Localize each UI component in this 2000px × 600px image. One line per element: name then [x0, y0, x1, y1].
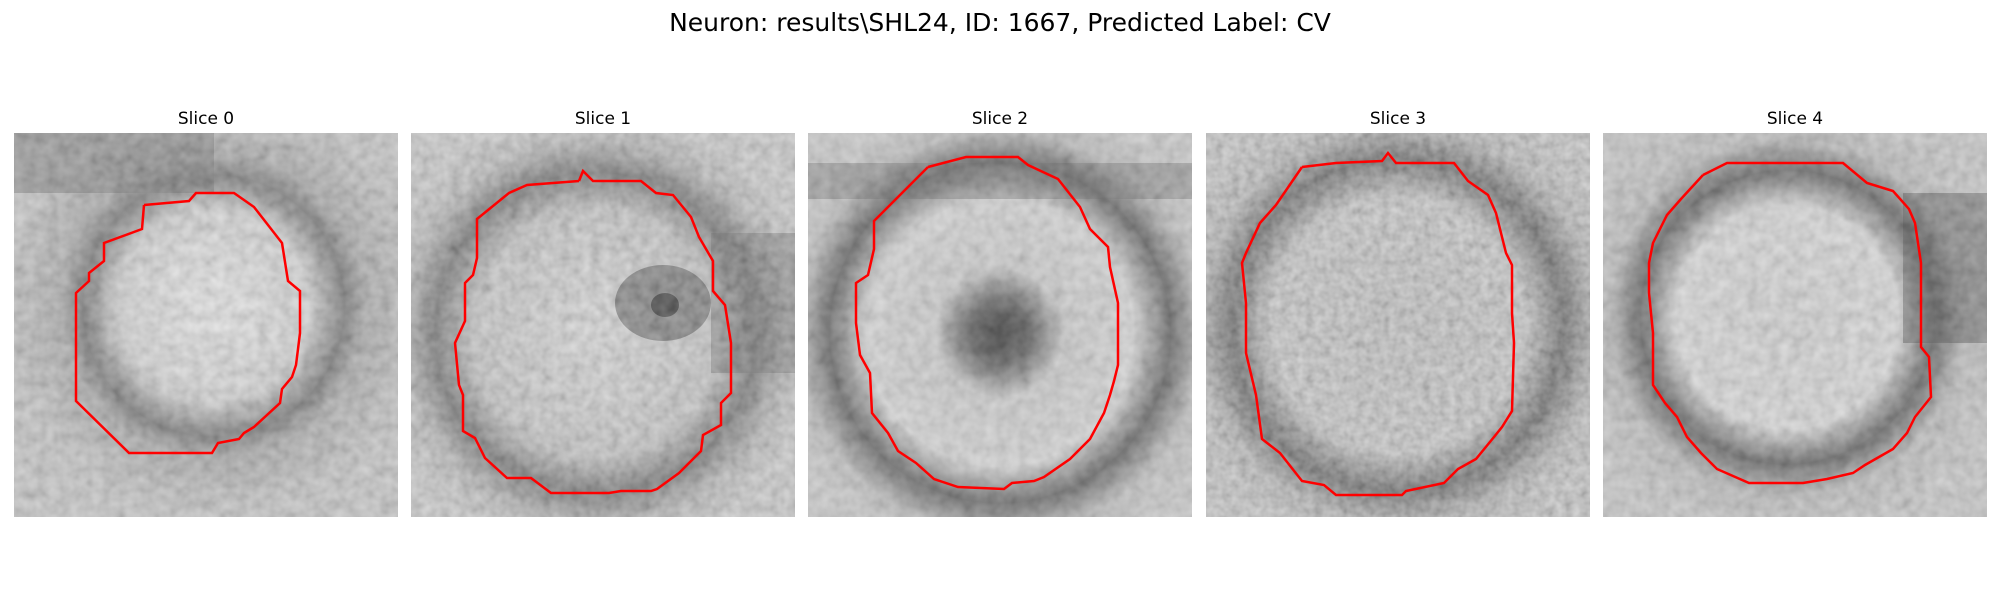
figure-title: Neuron: results\SHL24, ID: 1667, Predict…	[669, 8, 1331, 37]
contour-line	[854, 155, 1120, 491]
contour-line	[1240, 150, 1516, 497]
slice-image-2	[808, 133, 1192, 517]
slice-image-3	[1206, 133, 1590, 517]
contour-line	[74, 191, 302, 455]
slice-title-1: Slice 1	[574, 109, 632, 129]
contour-line	[1647, 161, 1933, 485]
slice-title-4: Slice 4	[1766, 109, 1824, 129]
slice-panel-1: Slice 1	[411, 108, 795, 518]
slice-image-0	[14, 133, 398, 517]
slice-panel-4: Slice 4	[1603, 108, 1987, 518]
slice-panel-2: Slice 2	[808, 108, 1192, 518]
slice-title-2: Slice 2	[971, 109, 1029, 129]
contour-line	[453, 168, 733, 495]
slice-image-4	[1603, 133, 1987, 517]
slice-panel-0: Slice 0	[14, 108, 398, 518]
slice-title-3: Slice 3	[1369, 109, 1427, 129]
slice-title-0: Slice 0	[177, 109, 235, 129]
slice-image-1	[411, 133, 795, 517]
slice-panel-3: Slice 3	[1206, 108, 1590, 518]
